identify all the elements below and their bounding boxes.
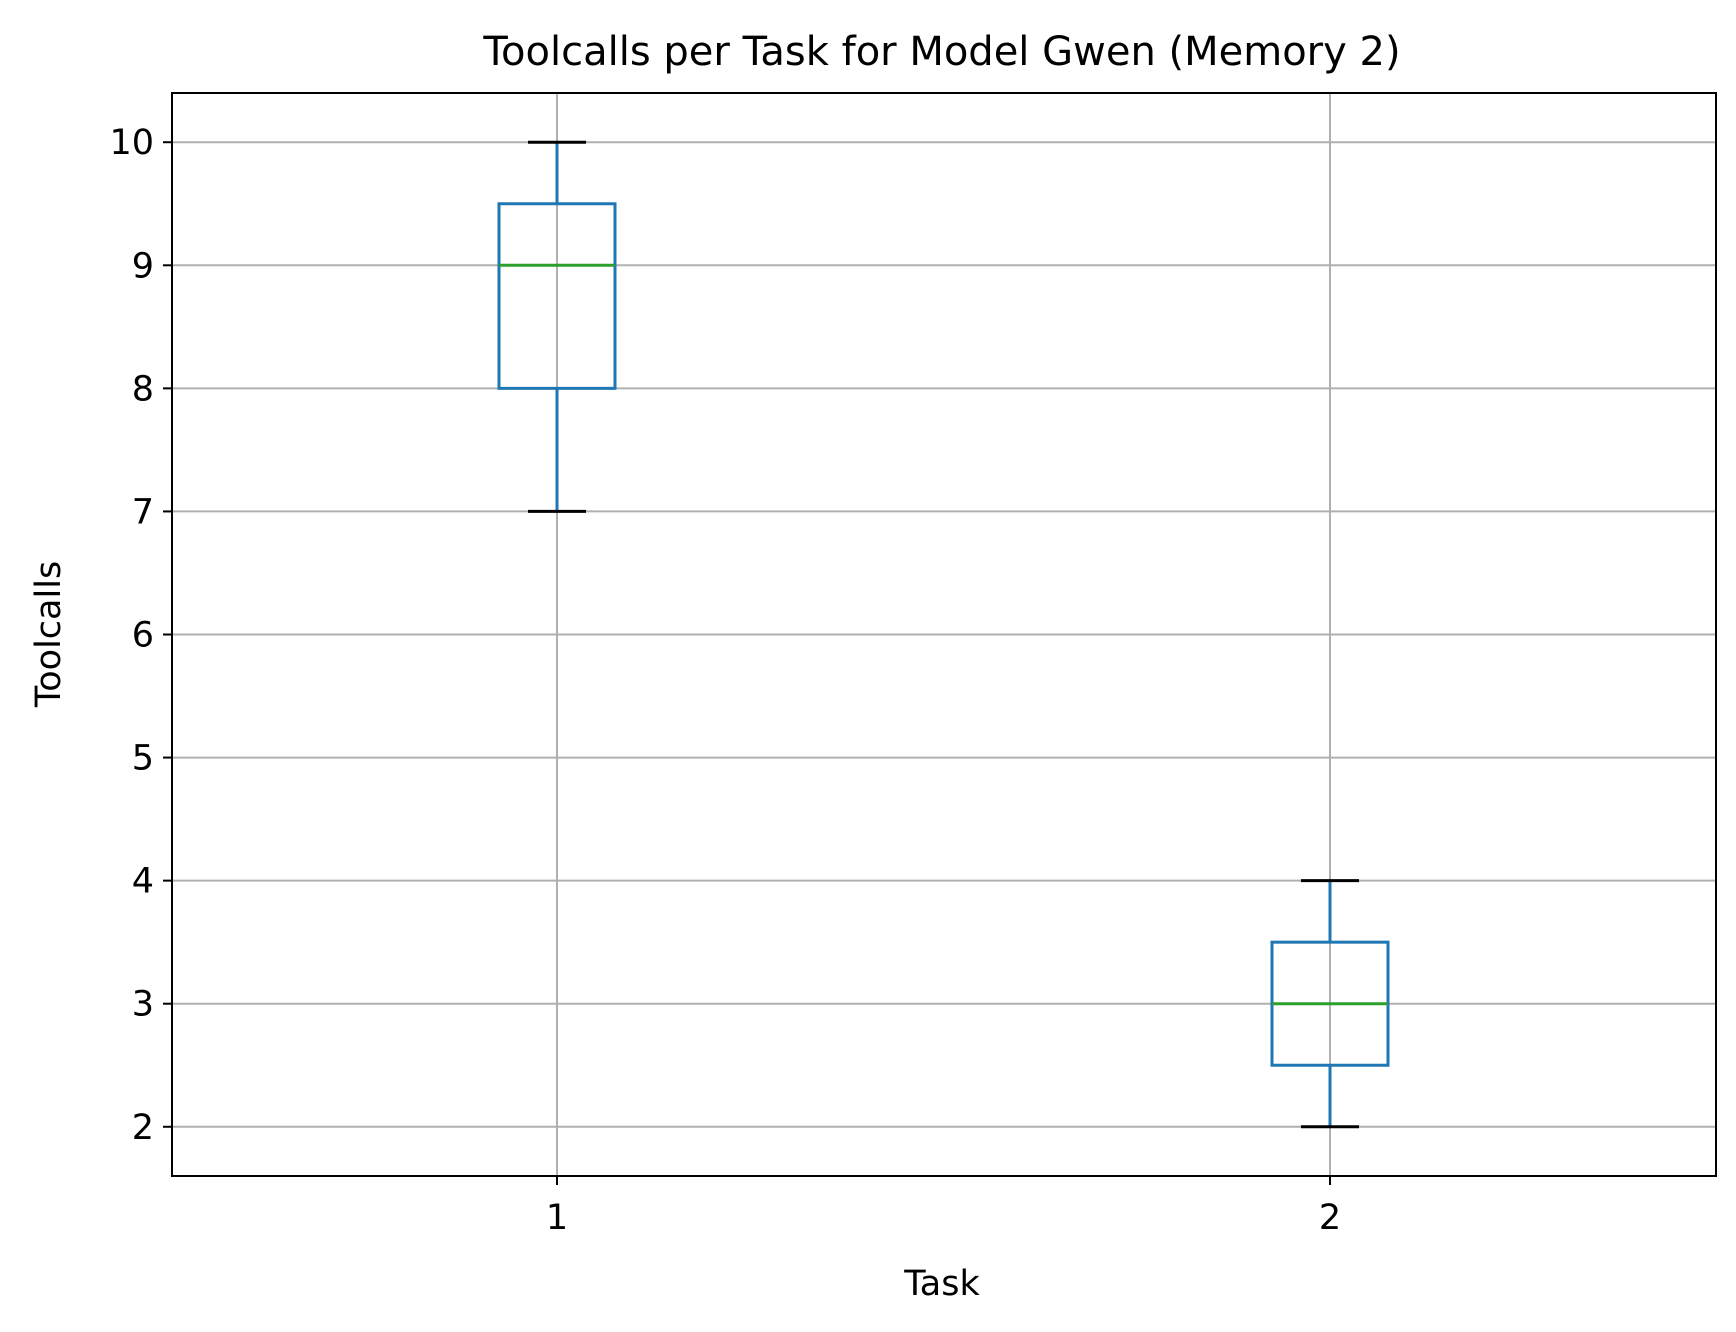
- tick-layer: 2 3 4 5 6 7 8 9 10 1 2: [109, 123, 1341, 1238]
- x-tick-label: 2: [1319, 1198, 1341, 1238]
- grid-layer: [172, 93, 1716, 1176]
- y-tick-label: 9: [132, 246, 154, 286]
- y-tick-label: 8: [132, 369, 154, 409]
- chart-title: Toolcalls per Task for Model Gwen (Memor…: [482, 29, 1400, 75]
- y-tick-label: 6: [132, 616, 154, 656]
- iqr-box: [497, 202, 617, 390]
- y-tick-label: 10: [109, 123, 154, 163]
- box-layer: [497, 140, 1390, 1129]
- x-tick-label: 1: [546, 1198, 568, 1238]
- y-axis-label: Toolcalls: [29, 561, 69, 708]
- x-axis-label: Task: [903, 1264, 980, 1304]
- y-tick-label: 7: [132, 492, 154, 532]
- y-tick-label: 3: [132, 985, 154, 1025]
- y-tick-label: 5: [132, 739, 154, 779]
- y-tick-label: 4: [132, 862, 154, 902]
- y-tick-label: 2: [132, 1108, 154, 1148]
